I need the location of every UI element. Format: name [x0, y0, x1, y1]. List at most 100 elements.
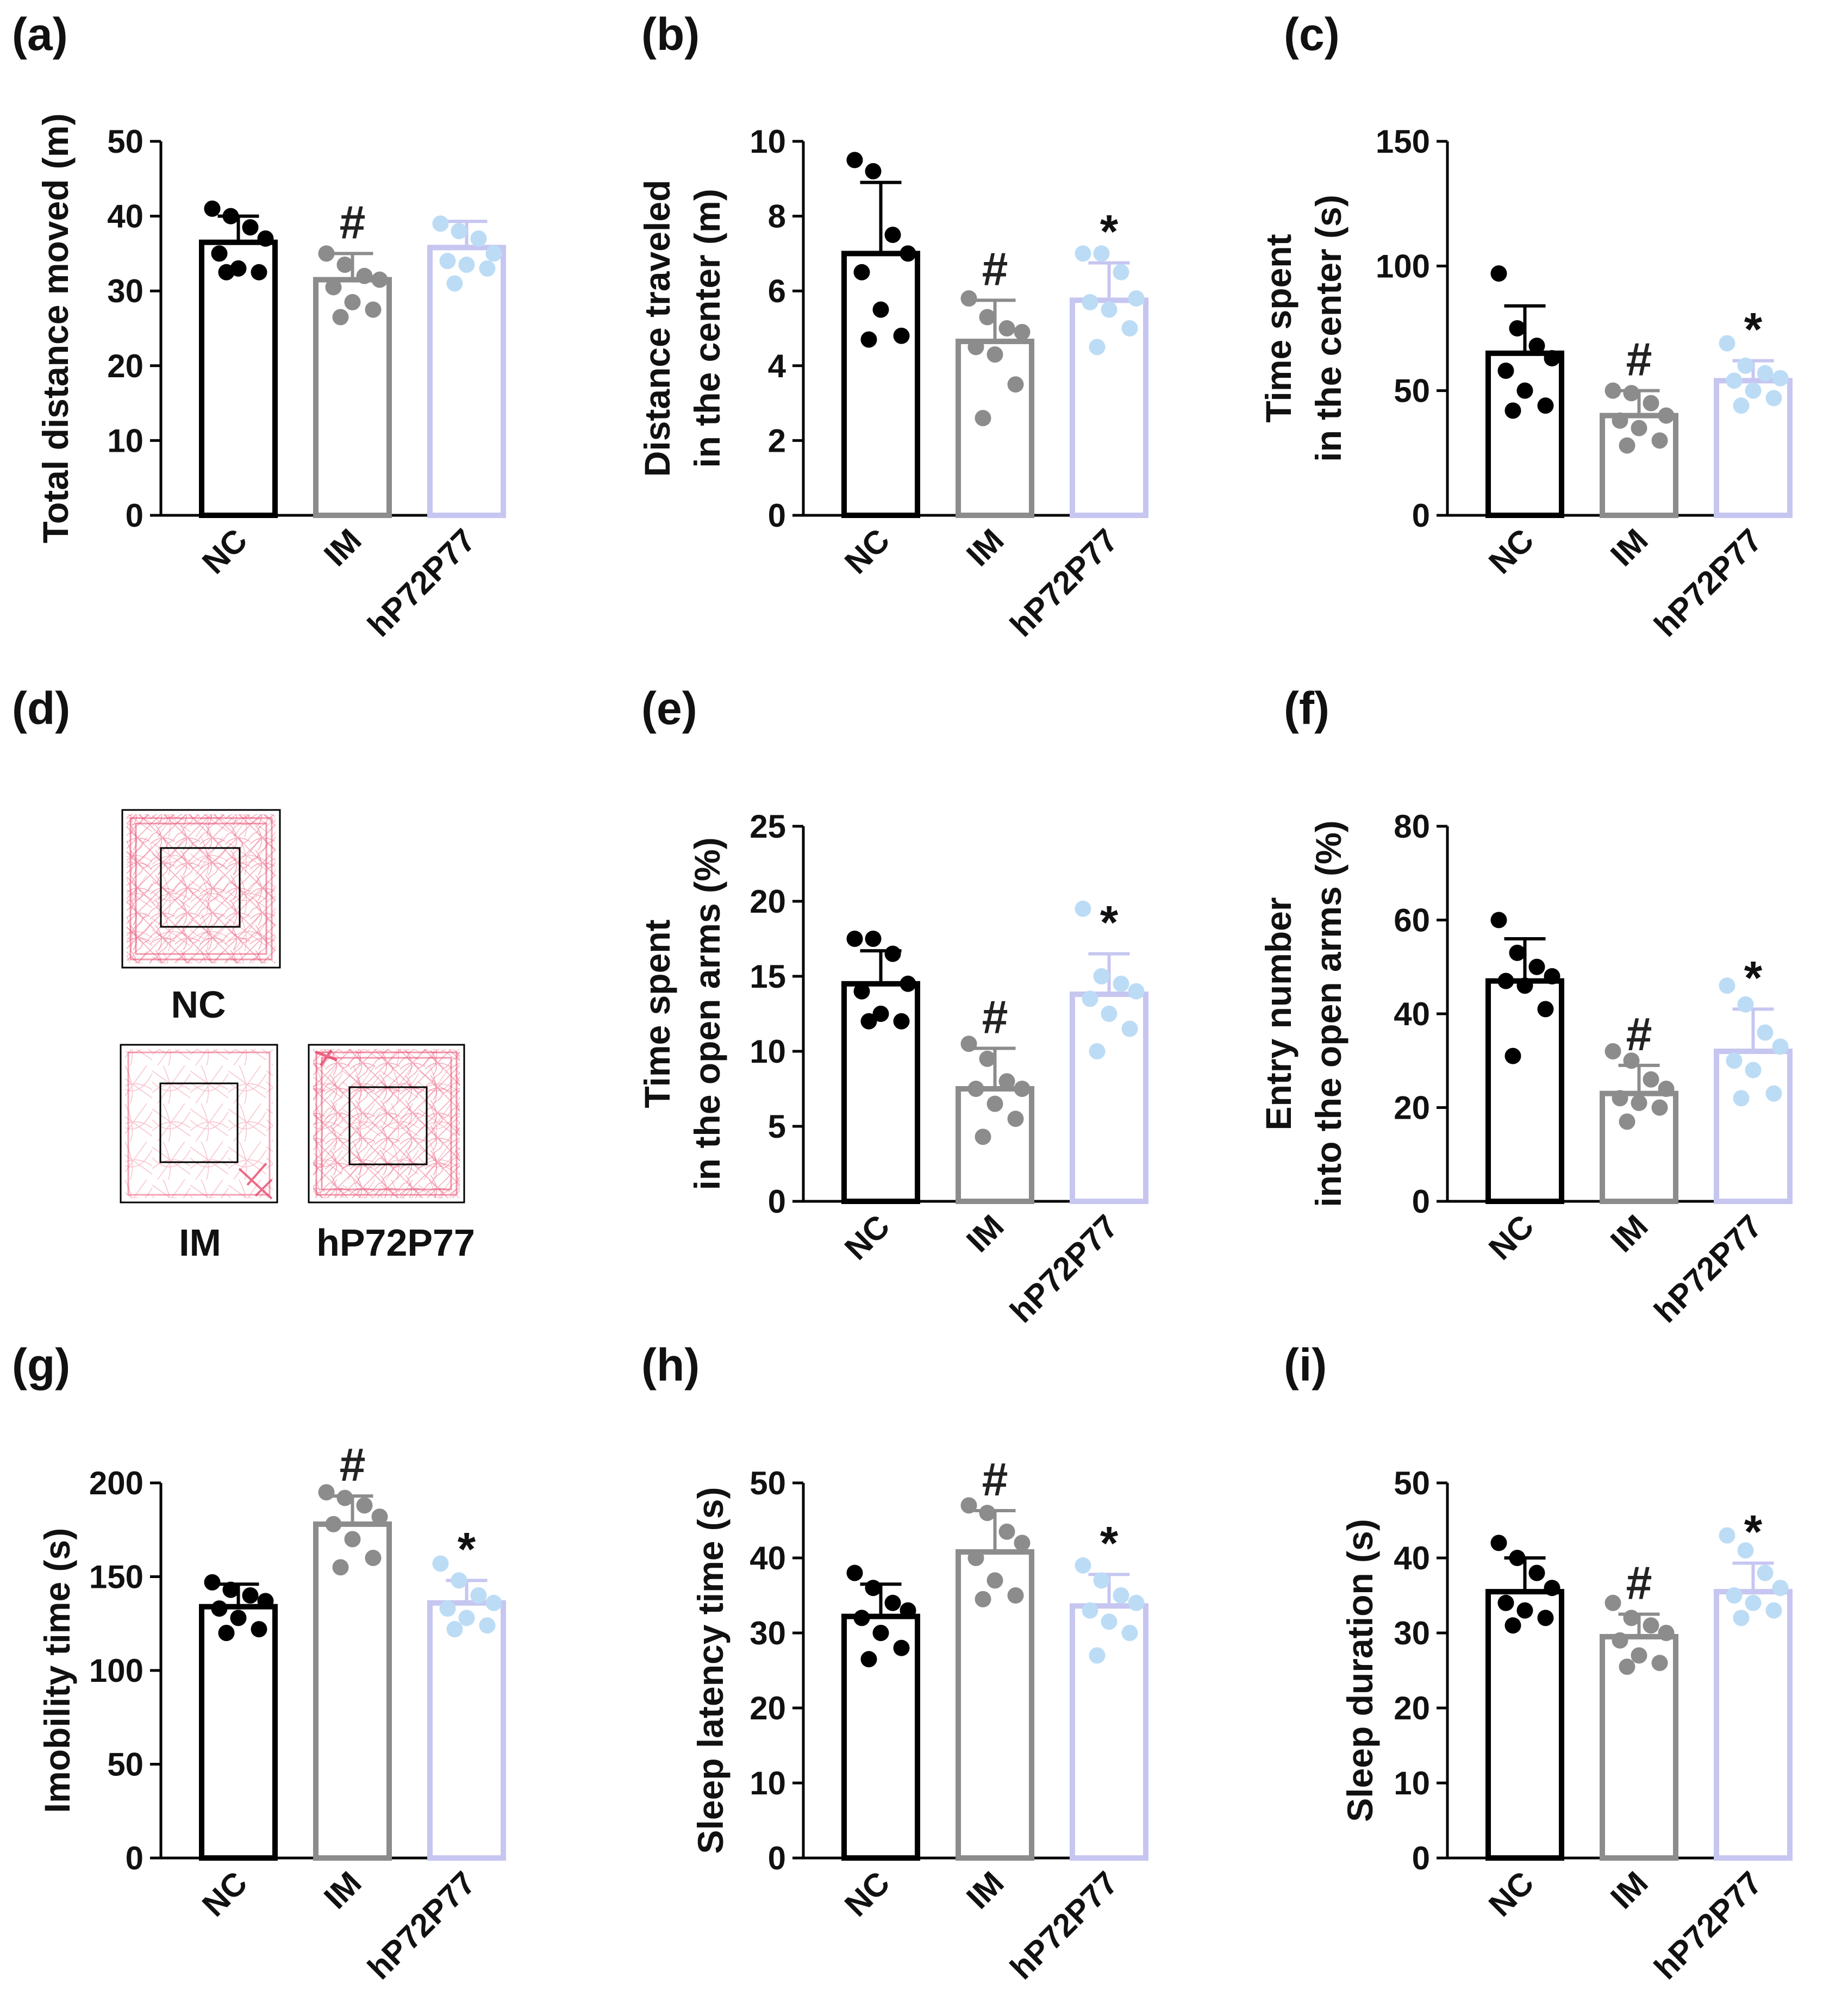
data-point-NC	[893, 327, 910, 344]
data-point-hP72P77	[1075, 245, 1091, 262]
y-axis-title-line: into the open arms (%)	[1308, 820, 1348, 1207]
data-point-NC	[1528, 1564, 1545, 1581]
y-axis-title-line: Imobility time (s)	[37, 1528, 77, 1813]
data-point-IM	[1014, 1535, 1031, 1551]
significance-mark: *	[1744, 952, 1763, 1004]
y-tick-label: 20	[750, 1690, 786, 1726]
data-point-hP72P77	[485, 245, 502, 262]
y-tick-label: 20	[1394, 1090, 1430, 1126]
data-point-NC	[884, 227, 901, 243]
data-point-IM	[356, 1497, 373, 1514]
category-label-IM: IM	[959, 1865, 1011, 1916]
data-point-IM	[967, 1550, 984, 1566]
data-point-hP72P77	[1719, 977, 1735, 994]
significance-mark: #	[1626, 1557, 1652, 1610]
data-point-IM	[1623, 1610, 1640, 1626]
y-tick-label: 50	[107, 1747, 143, 1783]
data-point-hP72P77	[1726, 372, 1743, 389]
data-point-hP72P77	[1733, 1090, 1750, 1107]
data-point-IM	[1658, 1081, 1675, 1097]
category-label-hP72P77: hP72P77	[1003, 1208, 1125, 1330]
data-point-hP72P77	[1765, 1602, 1782, 1619]
data-point-hP72P77	[1089, 1647, 1106, 1664]
chart-panel-a: (a) 0 10 20 30 40 50 Total distance moved (m) NC…	[12, 9, 506, 644]
y-tick-label: 15	[750, 958, 786, 995]
data-point-hP72P77	[1113, 264, 1129, 280]
category-label-NC: NC	[1482, 1208, 1541, 1267]
y-axis-title-line: Time spent	[1258, 234, 1298, 422]
y-tick-label: 10	[750, 1765, 786, 1801]
category-label-hP72P77: hP72P77	[1003, 522, 1125, 644]
data-point-IM	[1619, 1113, 1635, 1130]
data-point-IM	[1651, 1655, 1668, 1672]
data-point-NC	[1490, 265, 1507, 282]
category-label-IM: IM	[1603, 1208, 1655, 1259]
data-point-hP72P77	[1745, 1062, 1762, 1078]
data-point-IM	[365, 1550, 382, 1566]
significance-mark: *	[458, 1523, 476, 1575]
y-axis-title-line: Total distance moved (m)	[35, 114, 76, 544]
data-point-NC	[257, 230, 274, 247]
data-point-IM	[998, 320, 1015, 336]
trace-label-IM: IM	[179, 1221, 221, 1264]
data-point-IM	[960, 1036, 977, 1052]
y-axis-title-line: in the center (s)	[1308, 195, 1348, 462]
data-point-IM	[1612, 1090, 1628, 1107]
data-point-NC	[257, 1593, 274, 1610]
data-point-NC	[1537, 1001, 1554, 1018]
data-point-IM	[1014, 1081, 1031, 1097]
data-point-IM	[1619, 437, 1635, 454]
y-tick-label: 50	[750, 1465, 786, 1501]
data-point-hP72P77	[451, 223, 467, 240]
data-point-hP72P77	[1121, 320, 1138, 336]
data-point-NC	[1497, 1594, 1514, 1611]
data-point-NC	[1516, 382, 1533, 399]
y-axis-title-line: Distance traveled	[637, 180, 677, 477]
category-label-IM: IM	[1603, 522, 1655, 573]
data-point-hP72P77	[1101, 1613, 1117, 1630]
data-point-IM	[1658, 407, 1675, 424]
data-point-NC	[900, 975, 916, 992]
category-label-hP72P77: hP72P77	[360, 522, 482, 644]
data-point-NC	[846, 152, 863, 169]
y-tick-label: 0	[1412, 1840, 1430, 1876]
data-point-NC	[222, 208, 239, 225]
data-point-NC	[1490, 1535, 1507, 1551]
data-point-NC	[893, 1639, 910, 1656]
data-point-NC	[860, 1651, 877, 1668]
data-point-NC	[211, 1600, 228, 1617]
data-point-NC	[1490, 912, 1507, 928]
trace-label-NC: NC	[171, 983, 226, 1026]
y-axis-title: Sleep duration (s)	[1340, 1519, 1380, 1822]
y-tick-label: 10	[750, 1033, 786, 1070]
data-point-NC	[1544, 350, 1560, 367]
y-axis-title: Total distance moved (m)	[35, 114, 76, 544]
y-tick-label: 80	[1394, 808, 1430, 845]
y-tick-label: 0	[126, 497, 143, 534]
data-point-NC	[872, 1006, 889, 1022]
data-point-hP72P77	[479, 1617, 496, 1634]
bar-IM	[1600, 1633, 1678, 1861]
data-point-NC	[884, 1594, 901, 1611]
panel-label: (b)	[641, 9, 700, 60]
data-point-IM	[1623, 1052, 1640, 1069]
significance-mark: #	[982, 991, 1008, 1043]
bar-hP72P77	[1714, 1589, 1793, 1861]
y-axis-title: Time spent in the open arms (%)	[637, 837, 727, 1190]
y-tick-label: 0	[1412, 497, 1430, 534]
data-point-hP72P77	[1772, 1580, 1789, 1597]
data-point-hP72P77	[470, 230, 487, 247]
data-point-IM	[1623, 385, 1640, 402]
data-point-IM	[1604, 1594, 1621, 1611]
data-point-NC	[900, 245, 916, 262]
y-tick-label: 30	[107, 273, 143, 309]
y-tick-label: 50	[1394, 373, 1430, 409]
data-point-hP72P77	[439, 1600, 456, 1617]
data-point-NC	[872, 1625, 889, 1641]
data-point-IM	[1631, 1647, 1647, 1664]
data-point-NC	[218, 264, 235, 280]
y-tick-label: 0	[126, 1840, 143, 1876]
category-label-IM: IM	[959, 1208, 1011, 1259]
data-point-IM	[987, 1572, 1003, 1589]
chart-panel-g: (g) 0 50 100 150 200 Imobility time (s) NC # IM * h…	[12, 1339, 506, 1986]
